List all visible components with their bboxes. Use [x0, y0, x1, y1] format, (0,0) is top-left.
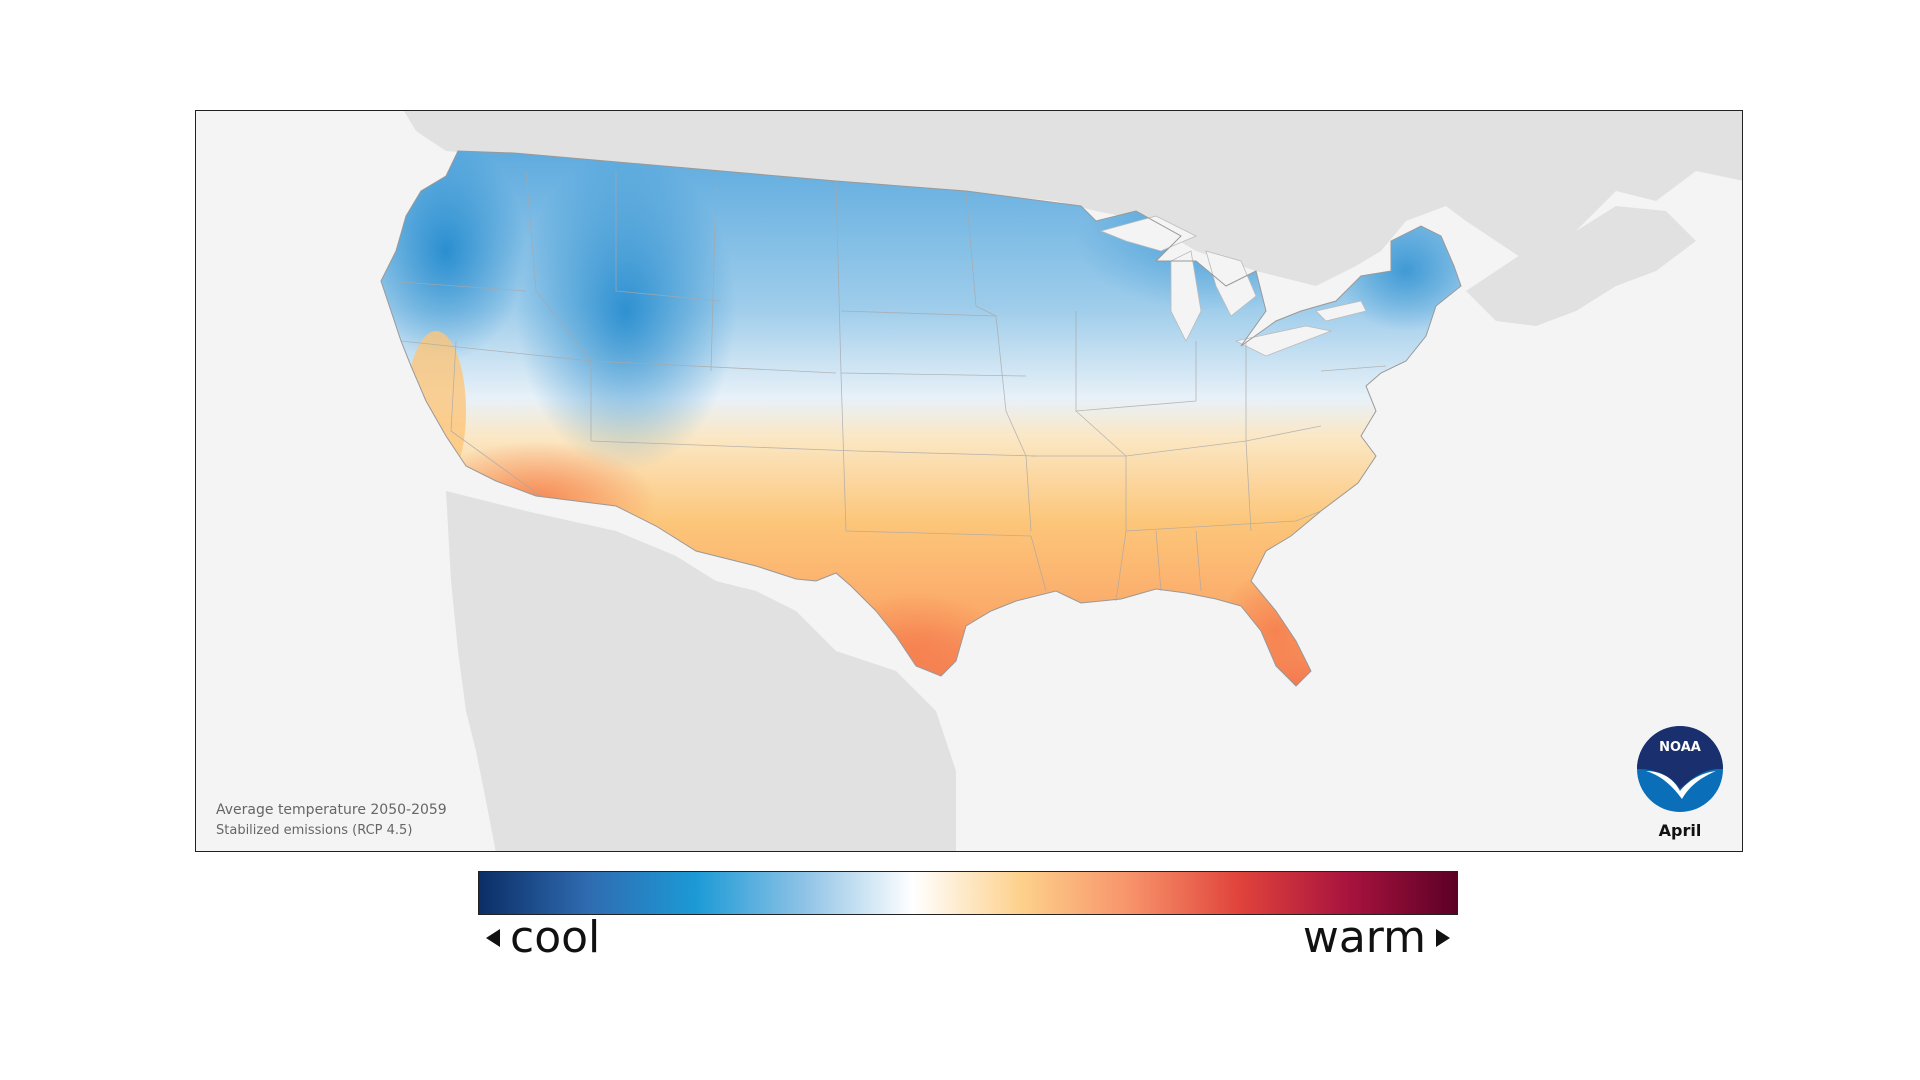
map-caption-scenario: Stabilized emissions (RCP 4.5)	[216, 823, 413, 838]
month-label: April	[1658, 821, 1702, 840]
noaa-logo: NOAA	[1637, 726, 1723, 812]
great-lakes	[1099, 215, 1367, 357]
map-panel: Average temperature 2050-2059 Stabilized…	[195, 110, 1743, 852]
conus-outline	[380, 150, 1462, 687]
temperature-map	[380, 111, 1742, 851]
legend-warm: warm	[1303, 912, 1450, 963]
legend-warm-label: warm	[1302, 912, 1426, 963]
legend-cool: cool	[486, 912, 600, 963]
canada-landmass	[404, 111, 1742, 286]
mexico-landmass	[446, 491, 956, 851]
arrow-left-icon	[486, 928, 500, 947]
noaa-logo-text: NOAA	[1659, 740, 1701, 755]
nova-scotia-landmass	[1466, 206, 1696, 326]
arrow-right-icon	[1436, 928, 1450, 947]
map-caption-title: Average temperature 2050-2059	[216, 802, 447, 818]
color-scale-bar	[478, 871, 1458, 915]
legend-cool-label: cool	[510, 912, 601, 963]
state-borders	[385, 170, 1387, 602]
baja-peninsula	[451, 511, 568, 801]
